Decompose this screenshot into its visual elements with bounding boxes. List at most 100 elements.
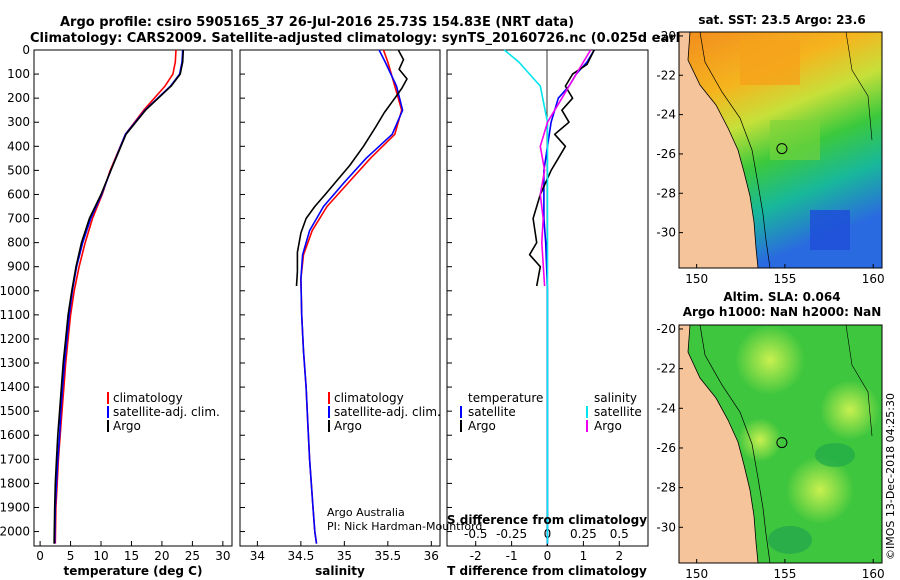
map-y-tick-label: -20 (656, 322, 676, 336)
legend-climatology: climatology (334, 391, 404, 405)
sla-blob (735, 325, 805, 395)
credit-org: Argo Australia (327, 506, 405, 519)
sla-map-frame (678, 324, 883, 564)
map-x-tick-label: 155 (773, 272, 796, 286)
sla-low (815, 443, 855, 467)
s-tick-label: 0.5 (610, 527, 629, 541)
temperature-panel (33, 49, 233, 547)
map-y-tick-label: -26 (656, 441, 676, 455)
depth-tick-label: 1500 (0, 404, 30, 418)
temperature-xlabel: temperature (deg C) (64, 564, 203, 578)
sla-argo-marker (776, 437, 788, 449)
s-tick-label: -0.25 (496, 527, 527, 541)
map-x-tick-label: 155 (773, 567, 796, 580)
x-tick-label: 15 (124, 549, 139, 563)
x-tick-label: 20 (154, 549, 169, 563)
map-x-tick-label: 160 (862, 567, 885, 580)
x-tick-label: -1 (506, 549, 518, 563)
sla-low (768, 526, 812, 554)
temperature-x-axis: 0 5 10 15 20 25 30 (36, 541, 231, 563)
x-tick-label: 34 (250, 549, 265, 563)
x-tick-label: 30 (215, 549, 230, 563)
temperature-series (53, 49, 185, 544)
series-temperature-argo (528, 49, 595, 287)
salinity-panel (239, 49, 441, 547)
s-difference-label: S difference from climatology (447, 513, 647, 527)
depth-tick-label: 300 (7, 115, 30, 129)
sst-patch-green (770, 120, 820, 160)
series-climatology (300, 49, 403, 544)
map-y-tick-label: -24 (656, 401, 676, 415)
x-tick-label: 0 (544, 549, 552, 563)
legend-argo: Argo (113, 419, 141, 433)
sst-map-frame (678, 31, 883, 269)
sla-blob (820, 380, 880, 440)
legend-satellite-adj: satellite-adj. clim. (334, 405, 441, 419)
x-tick-label: 35 (337, 549, 352, 563)
sst-argo-marker (776, 143, 788, 155)
s-tick-label: 0.25 (570, 527, 597, 541)
map-y-tick-label: -22 (656, 68, 676, 82)
salinity-series (295, 49, 408, 544)
sst-isobath-deep (845, 32, 873, 141)
depth-tick-label: 500 (7, 163, 30, 177)
depth-axis: 0 100 200 300 400 500 600 700 800 900 1000 1100 1200… (0, 43, 452, 539)
x-tick-label: -2 (470, 549, 482, 563)
x-tick-label: 10 (93, 549, 108, 563)
sla-map (679, 325, 882, 563)
depth-tick-label: 100 (7, 67, 30, 81)
depth-tick-label: 1100 (0, 308, 30, 322)
series-satellite-adj-clim- (300, 49, 404, 544)
x-tick-label: 25 (185, 549, 200, 563)
s-difference-x-axis: -0.5 -0.25 0 0.25 0.5 (464, 527, 629, 541)
header-line-1: Argo profile: csiro 5905165_37 26-Jul-20… (60, 15, 574, 30)
difference-legend: temperature satellite Argo salinity sate… (460, 391, 642, 433)
map-y-tick-label: -28 (656, 186, 676, 200)
depth-tick-label: 1700 (0, 452, 30, 466)
depth-tick-label: 1200 (0, 332, 30, 346)
depth-tick-label: 1800 (0, 476, 30, 490)
depth-tick-label: 200 (7, 91, 30, 105)
salinity-x-axis: 34 34.5 35 35.5 36 (250, 541, 439, 563)
series-argo (295, 49, 408, 287)
sla-isobath (699, 325, 771, 563)
depth-tick-label: 1600 (0, 428, 30, 442)
depth-tick-label: 700 (7, 212, 30, 226)
legend-salinity-heading: salinity (594, 391, 637, 405)
depth-tick-label: 1300 (0, 356, 30, 370)
legend-t-argo: Argo (468, 419, 496, 433)
series-salinity-satellite (503, 49, 549, 544)
sst-map (679, 32, 882, 268)
series-salinity-argo (539, 49, 592, 287)
series-argo (53, 49, 185, 544)
x-tick-label: 1 (580, 549, 588, 563)
x-tick-label: 34.5 (288, 549, 315, 563)
map-x-tick-label: 160 (862, 272, 885, 286)
s-tick-label: -0.5 (464, 527, 487, 541)
legend-t-satellite: satellite (468, 405, 516, 419)
salinity-xlabel: salinity (315, 564, 365, 578)
legend-argo: Argo (334, 419, 362, 433)
x-tick-label: 36 (424, 549, 439, 563)
sst-land (679, 32, 759, 268)
sla-map-axes: 150 155 160 -20 -22 -24 -26 -28 -30 (656, 322, 884, 580)
map-y-tick-label: -30 (656, 226, 676, 240)
depth-tick-label: 400 (7, 139, 30, 153)
difference-series (503, 49, 595, 544)
depth-tick-label: 2000 (0, 525, 30, 539)
legend-s-argo: Argo (594, 419, 622, 433)
depth-tick-label: 800 (7, 236, 30, 250)
depth-tick-label: 0 (22, 43, 30, 57)
map-y-tick-label: -26 (656, 147, 676, 161)
map-y-tick-label: -22 (656, 362, 676, 376)
sst-isobath (699, 32, 771, 268)
sst-map-axes: 150 155 160 -20 -22 -24 -26 -28 -30 (656, 29, 884, 286)
map-y-tick-label: -28 (656, 481, 676, 495)
legend-satellite-adj: satellite-adj. clim. (113, 405, 220, 419)
legend-temperature-heading: temperature (468, 391, 543, 405)
depth-tick-label: 600 (7, 187, 30, 201)
salinity-legend: climatology satellite-adj. clim. Argo (328, 391, 441, 433)
map-x-tick-label: 150 (685, 567, 708, 580)
legend-climatology: climatology (113, 391, 183, 405)
